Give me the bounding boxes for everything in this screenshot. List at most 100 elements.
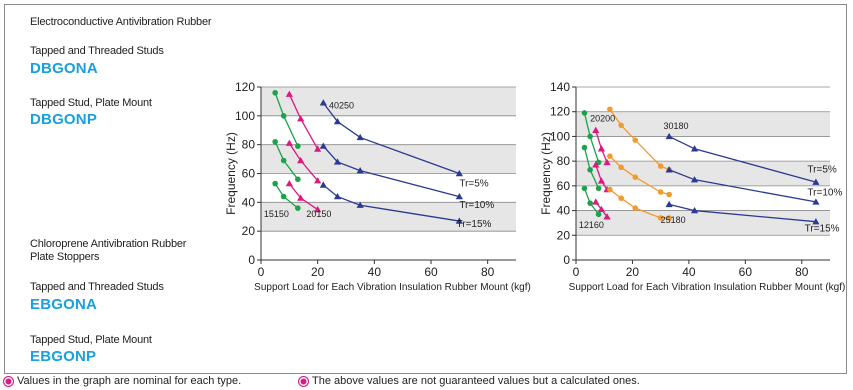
x-axis-label: Support Load for Each Vibration Insulati… [569, 282, 846, 293]
data-point-orange [618, 164, 624, 171]
x-tick-label: 20 [311, 265, 325, 279]
data-point-green [272, 180, 278, 187]
data-point-navy [319, 142, 327, 149]
y-tick-label: 120 [235, 80, 255, 94]
data-point-navy [333, 192, 342, 200]
data-point-navy [665, 200, 673, 208]
data-point-navy [665, 132, 673, 140]
y-tick-label: 100 [235, 109, 255, 123]
section-caption: Chloroprene Antivibration Rubber [30, 238, 187, 250]
y-tick-label: 0 [248, 253, 255, 267]
data-point-orange [666, 191, 672, 198]
chart-annotation: 15150 [264, 209, 289, 219]
data-point-magenta [603, 213, 611, 220]
data-point-navy [455, 192, 463, 200]
data-point-navy [690, 145, 699, 152]
data-point-green [587, 133, 593, 140]
data-point-navy [319, 181, 327, 188]
data-point-magenta [597, 145, 605, 152]
x-tick-label: 0 [258, 265, 265, 279]
data-point-orange [618, 195, 624, 202]
y-tick-label: 40 [557, 204, 571, 218]
y-tick-label: 60 [557, 179, 571, 193]
bullet-icon [298, 375, 309, 387]
product-code: EBGONA [30, 296, 98, 313]
product-code: DBGONP [30, 111, 98, 128]
y-tick-label: 140 [550, 80, 570, 94]
grid-band [576, 161, 830, 186]
y-tick-label: 0 [563, 253, 570, 267]
y-tick-label: 40 [242, 195, 256, 209]
data-point-magenta [597, 177, 605, 184]
data-point-navy [812, 198, 820, 205]
data-point-magenta [314, 177, 322, 184]
data-point-orange [632, 205, 639, 211]
chart-annotation: Tr=15% [805, 224, 840, 235]
chart-annotation: 20150 [306, 209, 331, 219]
data-point-orange [632, 137, 639, 143]
x-tick-label: 60 [739, 265, 753, 279]
data-point-navy [333, 118, 342, 125]
data-point-magenta [603, 158, 611, 166]
data-point-navy [455, 169, 463, 177]
grid-band [261, 202, 516, 232]
y-tick-label: 120 [550, 105, 570, 119]
data-point-navy [812, 178, 820, 185]
series-line-navy [322, 145, 460, 198]
chart-annotation: Tr=5% [807, 164, 836, 175]
x-tick-label: 80 [795, 265, 809, 279]
page-heading: Electroconductive Antivibration Rubber [30, 16, 212, 28]
data-point-navy [455, 217, 463, 224]
y-tick-label: 80 [242, 138, 256, 152]
y-tick-label: 100 [550, 129, 570, 143]
data-point-green [595, 211, 602, 218]
data-point-magenta [314, 205, 322, 213]
data-point-magenta [285, 139, 293, 146]
data-point-green [595, 185, 602, 192]
data-point-orange [632, 174, 639, 181]
chart-annotation: Tr=10% [807, 188, 842, 199]
data-point-magenta [592, 198, 600, 205]
data-point-orange [618, 122, 624, 129]
y-tick-label: 60 [242, 167, 256, 181]
data-point-magenta [297, 194, 305, 201]
data-point-green [587, 166, 593, 173]
section-caption: Tapped Stud, Plate Mount [30, 97, 152, 109]
data-point-navy [690, 206, 699, 214]
data-point-magenta [592, 161, 600, 168]
data-point-orange [657, 215, 664, 221]
data-point-navy [333, 158, 342, 165]
data-point-orange [607, 186, 613, 193]
x-axis-label: Support Load for Each Vibration Insulati… [254, 282, 531, 293]
chart-annotation: 30180 [663, 121, 688, 131]
y-tick-label: 80 [557, 154, 571, 168]
chart-annotation: 40250 [329, 101, 354, 111]
data-point-green [581, 110, 588, 116]
data-point-green [280, 193, 287, 200]
y-tick-label: 20 [242, 224, 256, 238]
data-point-magenta [285, 179, 293, 187]
data-point-navy [319, 99, 327, 106]
product-code: EBGONP [30, 348, 97, 365]
data-point-navy [356, 167, 364, 174]
data-point-magenta [592, 126, 600, 133]
y-axis-label: Frequency (Hz) [224, 132, 238, 215]
data-point-green [272, 138, 278, 145]
x-tick-label: 40 [368, 265, 382, 279]
data-point-orange [657, 189, 664, 195]
chart-annotation: 25180 [661, 215, 686, 225]
note-1: Values in the graph are nominal for each… [3, 375, 241, 387]
data-point-navy [356, 201, 364, 208]
data-point-magenta [297, 156, 305, 164]
data-point-green [587, 200, 593, 206]
section-caption: Plate Stoppers [30, 251, 100, 263]
x-tick-label: 80 [481, 265, 495, 279]
data-point-navy [665, 166, 673, 173]
note-text: Values in the graph are nominal for each… [17, 375, 242, 387]
chart-annotation: 12160 [579, 220, 604, 230]
data-point-magenta [297, 115, 305, 122]
data-point-green [280, 157, 287, 164]
data-point-green [272, 89, 278, 96]
series-line-navy [322, 102, 460, 175]
